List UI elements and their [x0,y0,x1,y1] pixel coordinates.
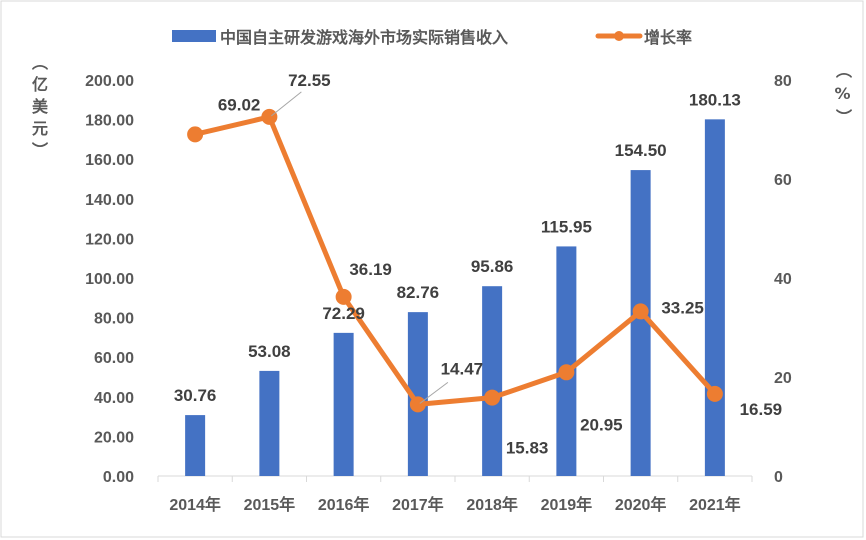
y-left-tick-label: 140.00 [85,192,134,209]
growth-line [194,114,717,407]
x-tick-label: 2017年 [392,495,444,514]
legend: 中国自主研发游戏海外市场实际销售收入 增长率 [172,28,692,47]
y-left-tick-label: 120.00 [85,231,134,248]
bar-data-label: 115.95 [541,217,592,236]
x-tick-label: 2015年 [244,495,296,514]
y-left-tick-label: 60.00 [94,350,134,367]
x-tick-label: 2014年 [169,495,221,514]
line-data-label: 69.02 [218,95,261,114]
bar-data-label: 82.76 [397,283,440,302]
y-left-tick-label: 180.00 [85,113,134,130]
line-data-label: 16.59 [740,400,783,419]
y-left-tick-label: 200.00 [85,73,134,90]
line-marker [706,385,723,402]
line-data-label: 14.47 [441,359,484,378]
x-tick-label: 2018年 [466,495,518,514]
legend-bar-swatch [172,30,216,42]
y-right-tick-label: 0 [774,469,783,486]
line-marker [335,288,352,305]
bar [556,246,577,476]
line-marker [484,389,501,406]
bar [482,286,503,476]
y-right-tick-label: 80 [774,73,792,90]
line-marker [187,126,204,143]
x-tick-label: 2021年 [689,495,741,514]
line-marker [261,108,278,125]
y-left-tick-label: 80.00 [94,311,134,328]
bar-data-label: 53.08 [248,342,291,361]
x-tick-label: 2019年 [541,495,593,514]
y-right-tick-label: 40 [774,271,792,288]
bar [259,370,280,476]
bar-data-label: 180.13 [689,90,741,109]
label-leader-line [271,91,302,117]
legend-line-marker [614,31,624,41]
y-right-tick-label: 20 [774,370,792,387]
line-data-label: 33.25 [661,298,704,317]
y-left-tick-label: 100.00 [85,271,134,288]
label-leader-line [419,381,449,404]
bar-data-label: 154.50 [615,141,667,160]
line-marker [632,303,649,320]
x-tick-label: 2020年 [615,495,667,514]
bar [185,415,206,476]
line-data-label: 20.95 [580,415,623,434]
bar [630,170,651,476]
legend-bar-label: 中国自主研发游戏海外市场实际销售收入 [220,28,508,47]
line-data-label: 36.19 [349,260,392,279]
y-right-tick-label: 60 [774,172,792,189]
right-axis-title: （%） [833,62,852,131]
legend-line-label: 增长率 [644,28,692,47]
line-data-label: 15.83 [506,439,549,458]
bar-data-label: 95.86 [471,257,514,276]
bar [333,332,354,476]
bar-data-label: 30.76 [174,386,217,405]
y-left-tick-label: 160.00 [85,152,134,169]
x-tick-label: 2016年 [318,495,370,514]
bar [407,312,428,476]
y-left-tick-label: 0.00 [103,469,134,486]
bar [704,119,725,477]
y-left-tick-label: 20.00 [94,429,134,446]
y-left-tick-label: 40.00 [94,390,134,407]
line-data-label: 72.55 [288,71,331,90]
bar-data-label: 72.29 [322,304,365,323]
line-marker [409,396,426,413]
left-axis-title: （亿美元） [29,54,48,164]
line-marker [558,364,575,381]
